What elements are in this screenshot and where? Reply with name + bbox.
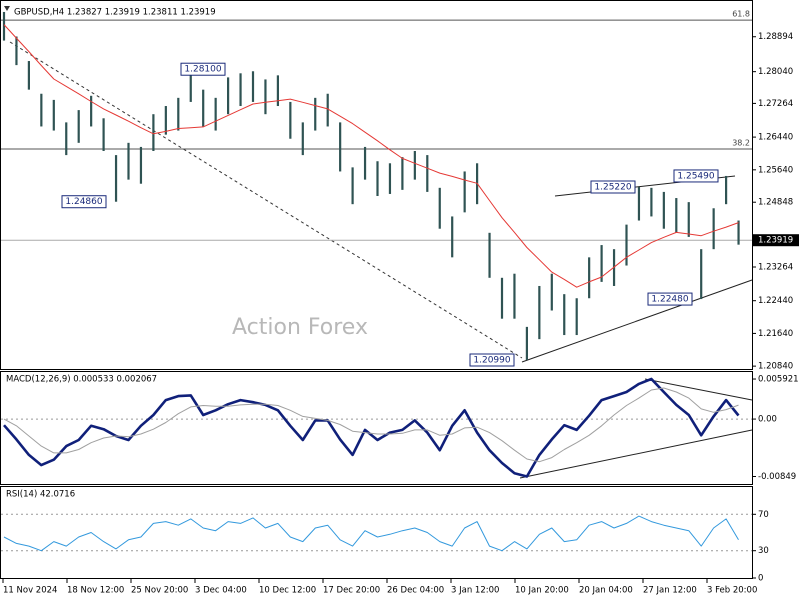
trendline	[519, 429, 753, 479]
x-tick-label: 26 Dec 04:00	[387, 586, 444, 596]
series-line	[3, 24, 739, 288]
symbol-icon	[4, 6, 10, 11]
panel-title: GBPUSD,H4 1.23827 1.23919 1.23811 1.2391…	[14, 8, 216, 18]
x-tick-label: 25 Nov 20:00	[131, 586, 188, 596]
trendline	[644, 378, 753, 401]
macd-panel-frame	[0, 371, 753, 485]
series-line	[3, 515, 739, 552]
rsi-panel-frame	[0, 486, 753, 579]
x-tick-label: 18 Nov 12:00	[67, 586, 124, 596]
series-line	[3, 377, 740, 478]
x-tick-label: 10 Dec 12:00	[259, 586, 316, 596]
annotation-box	[590, 180, 636, 194]
y-tick-label: 1.21640	[758, 329, 793, 339]
y-tick-label: 1.26440	[758, 133, 793, 143]
y-tick-label: 0.005921	[758, 375, 799, 385]
x-tick-label: 3 Feb 20:00	[707, 586, 757, 596]
annotation-label: 1.24860	[65, 197, 102, 207]
y-tick-label: 1.22440	[758, 296, 793, 306]
annotation-label: 1.28100	[184, 65, 221, 75]
x-tick-label: 10 Jan 20:00	[515, 586, 569, 596]
annotation-box	[647, 292, 693, 306]
x-tick-label: 27 Jan 12:00	[643, 586, 697, 596]
fib-label: 38.2	[732, 138, 750, 147]
series-line	[3, 387, 739, 463]
y-tick-label: 1.24848	[758, 198, 793, 208]
trendline	[521, 279, 753, 363]
annotation-box	[61, 195, 107, 209]
fib-label: 61.8	[732, 10, 750, 19]
trendline	[9, 41, 523, 359]
x-tick-label: 17 Dec 20:00	[323, 586, 380, 596]
current-price-box	[752, 234, 799, 247]
annotation-label: 1.22480	[651, 295, 688, 305]
x-tick-label: 20 Jan 04:00	[579, 586, 633, 596]
annotation-label: 1.20990	[473, 356, 510, 366]
x-tick-label: 11 Nov 2024	[3, 586, 57, 596]
current-price-label: 1.23919	[758, 236, 793, 246]
x-tick-label: 3 Dec 04:00	[195, 586, 247, 596]
annotation-box	[469, 353, 515, 367]
y-tick-label: 0	[758, 574, 763, 584]
y-tick-label: 1.23264	[758, 262, 793, 272]
y-tick-label: 1.25640	[758, 165, 793, 175]
panel-title: MACD(12,26,9) 0.000533 0.002067	[6, 375, 157, 385]
price-panel-frame	[0, 0, 753, 370]
y-tick-label: 1.28040	[758, 67, 793, 77]
y-tick-label: 1.28894	[758, 32, 793, 42]
annotation-label: 1.25220	[594, 183, 631, 193]
y-tick-label: 0.00	[758, 415, 777, 425]
y-tick-label: 1.20840	[758, 362, 793, 372]
x-tick-label: 3 Jan 12:00	[451, 586, 499, 596]
y-tick-label: 30	[758, 546, 769, 556]
annotation-box	[180, 62, 226, 76]
y-tick-label: 70	[758, 510, 769, 520]
y-tick-label: 1.27264	[758, 99, 793, 109]
panel-title: RSI(14) 42.0716	[6, 490, 75, 500]
annotation-box	[673, 169, 719, 183]
annotation-label: 1.25490	[677, 171, 714, 181]
y-tick-label: -0.00849	[758, 472, 796, 482]
watermark: Action Forex	[232, 315, 368, 340]
